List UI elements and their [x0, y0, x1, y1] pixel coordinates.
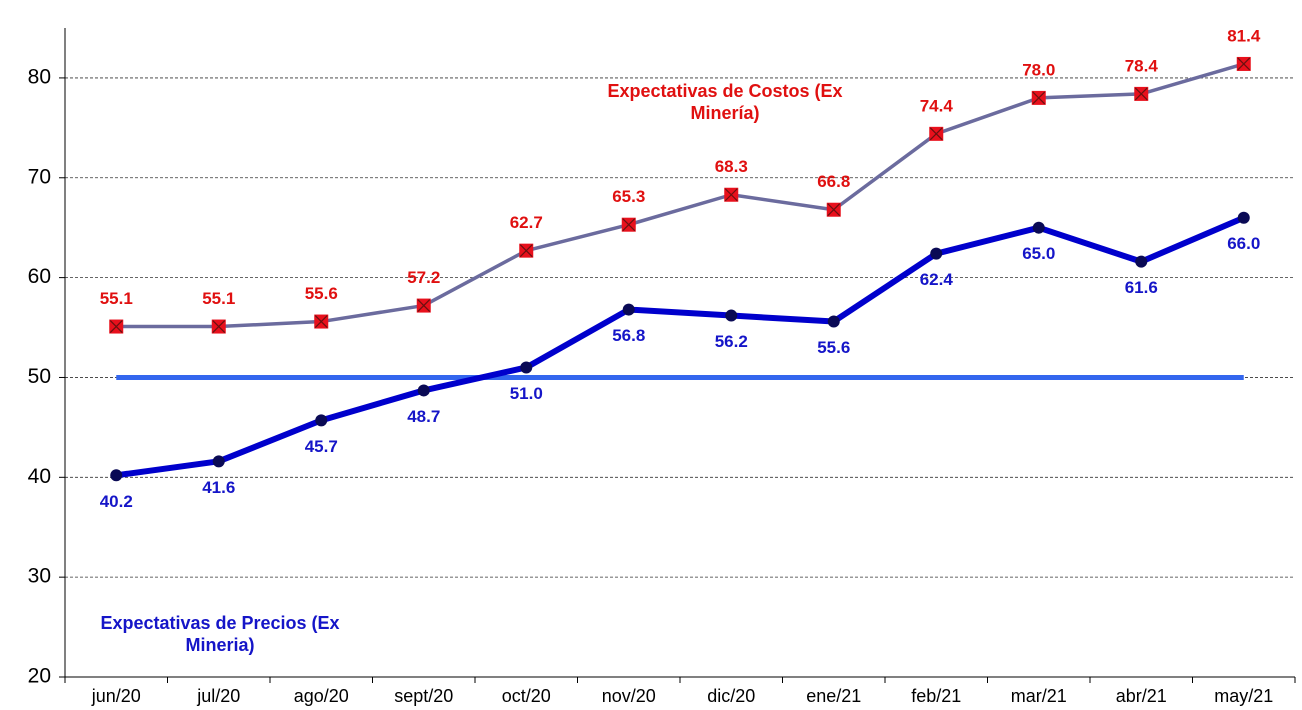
marker	[211, 319, 226, 334]
series-line	[115, 214, 1245, 479]
data-label: 68.3	[715, 157, 748, 176]
marker	[1031, 90, 1046, 105]
x-tick-label: abr/21	[1116, 686, 1167, 706]
marker	[929, 126, 944, 141]
data-label: 45.7	[305, 437, 338, 456]
marker	[110, 469, 123, 482]
data-label: 41.6	[202, 478, 235, 497]
series-annotation: Expectativas de Precios (Ex Mineria)	[100, 613, 340, 655]
data-label: 55.1	[100, 289, 133, 308]
marker	[1236, 56, 1251, 71]
marker-cross	[212, 320, 226, 333]
data-label: 62.7	[510, 213, 543, 232]
marker-cross	[622, 218, 636, 232]
data-label: 61.6	[1125, 278, 1158, 297]
y-tick-label: 30	[28, 565, 51, 588]
marker	[826, 202, 841, 217]
data-label: 78.4	[1125, 56, 1159, 75]
marker	[109, 319, 124, 334]
data-label: 81.4	[1227, 26, 1261, 45]
data-label: 57.2	[407, 268, 440, 287]
data-label: 74.4	[920, 96, 954, 115]
marker	[417, 384, 430, 397]
marker	[622, 303, 635, 316]
marker	[314, 314, 329, 329]
data-label: 56.8	[612, 326, 645, 345]
x-tick-label: sept/20	[394, 686, 453, 706]
marker	[416, 298, 431, 313]
marker	[315, 414, 328, 427]
marker-cross	[519, 244, 533, 258]
x-tick-label: ene/21	[806, 686, 861, 706]
marker	[1237, 211, 1250, 224]
marker-cross	[827, 203, 841, 217]
y-tick-label: 20	[28, 665, 51, 688]
data-label: 55.1	[202, 289, 235, 308]
marker-cross	[109, 320, 123, 333]
data-label: 48.7	[407, 407, 440, 426]
data-label: 66.8	[817, 172, 850, 191]
marker	[930, 247, 943, 260]
marker-cross	[724, 188, 738, 202]
data-label: 55.6	[817, 338, 850, 357]
x-tick-label: dic/20	[707, 686, 755, 706]
x-tick-label: mar/21	[1011, 686, 1067, 706]
y-tick-label: 40	[28, 465, 51, 488]
marker	[212, 455, 225, 468]
marker-cross	[1237, 57, 1251, 71]
x-tick-label: jul/20	[196, 686, 240, 706]
y-tick-label: 50	[28, 365, 51, 388]
marker	[725, 309, 738, 322]
series-line	[116, 62, 1245, 329]
y-tick-label: 70	[28, 165, 51, 188]
marker	[1032, 221, 1045, 234]
marker	[1135, 255, 1148, 268]
x-tick-label: ago/20	[294, 686, 349, 706]
marker	[1134, 86, 1149, 101]
marker-cross	[929, 127, 943, 141]
y-tick-label: 60	[28, 265, 51, 288]
data-label: 56.2	[715, 332, 748, 351]
x-tick-label: jun/20	[91, 686, 141, 706]
marker	[520, 361, 533, 374]
x-tick-label: feb/21	[911, 686, 961, 706]
data-label: 65.3	[612, 187, 645, 206]
marker-cross	[1134, 87, 1148, 101]
x-tick-label: may/21	[1214, 686, 1273, 706]
marker-cross	[1032, 91, 1046, 105]
data-label: 51.0	[510, 384, 543, 403]
x-tick-label: oct/20	[502, 686, 551, 706]
data-label: 55.6	[305, 284, 338, 303]
marker	[827, 315, 840, 328]
series-annotation: Expectativas de Costos (Ex Minería)	[607, 81, 843, 123]
data-label: 78.0	[1022, 60, 1055, 79]
marker	[724, 187, 739, 202]
x-tick-label: nov/20	[602, 686, 656, 706]
data-label: 66.0	[1227, 234, 1260, 253]
marker	[519, 243, 534, 258]
marker	[621, 217, 636, 232]
marker-cross	[314, 315, 328, 328]
y-tick-label: 80	[28, 65, 51, 88]
data-label: 65.0	[1022, 244, 1055, 263]
data-label: 62.4	[920, 270, 954, 289]
marker-cross	[417, 299, 431, 312]
data-label: 40.2	[100, 492, 133, 511]
